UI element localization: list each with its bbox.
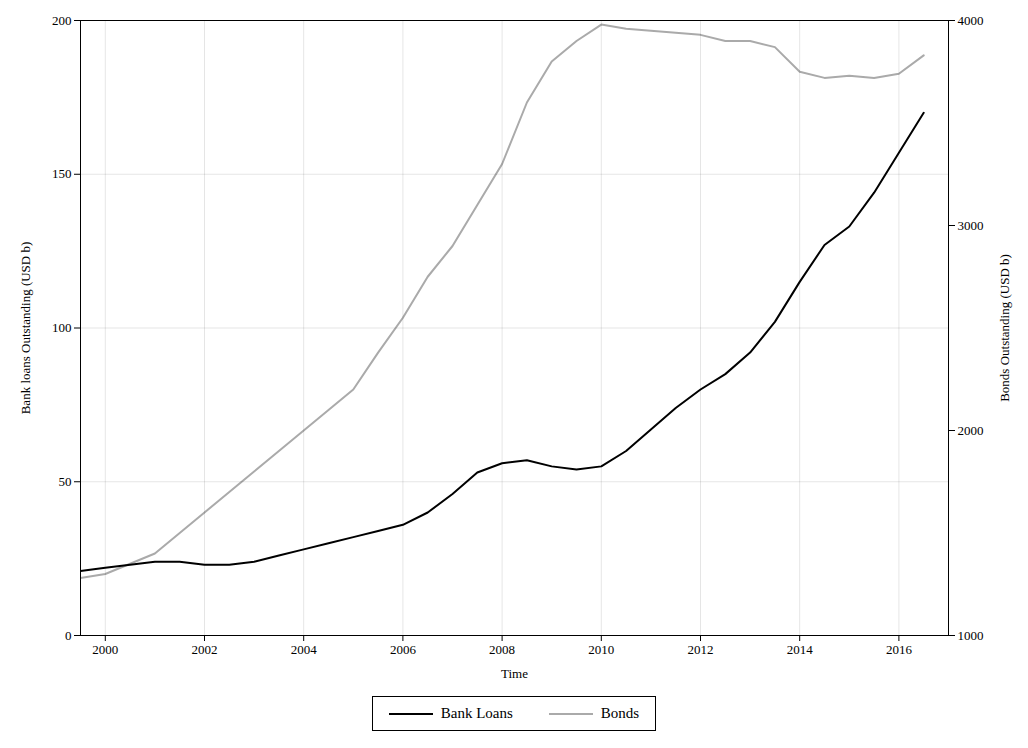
svg-text:2000: 2000 — [958, 423, 984, 438]
svg-text:50: 50 — [59, 474, 72, 489]
html-text:Bank Loans: Bank Loans — [440, 705, 513, 721]
svg-text:200: 200 — [52, 13, 72, 28]
svg-text:Bonds Outstanding (USD b): Bonds Outstanding (USD b) — [997, 254, 1012, 402]
svg-text:2008: 2008 — [489, 642, 515, 657]
svg-text:Bank loans Outstanding (USD b): Bank loans Outstanding (USD b) — [18, 242, 33, 415]
svg-text:100: 100 — [52, 320, 72, 335]
svg-text:2016: 2016 — [886, 642, 913, 657]
svg-text:150: 150 — [52, 166, 72, 181]
svg-text:1000: 1000 — [958, 628, 984, 643]
svg-text:4000: 4000 — [958, 13, 984, 28]
svg-text:0: 0 — [65, 628, 72, 643]
svg-text:2002: 2002 — [192, 642, 218, 657]
html-text:Bonds: Bonds — [600, 705, 640, 721]
svg-text:2004: 2004 — [291, 642, 318, 657]
svg-text:Time: Time — [501, 666, 528, 681]
svg-text:2006: 2006 — [390, 642, 417, 657]
svg-text:2012: 2012 — [688, 642, 714, 657]
svg-text:3000: 3000 — [958, 218, 984, 233]
svg-text:2010: 2010 — [588, 642, 614, 657]
svg-text:2014: 2014 — [787, 642, 814, 657]
svg-text:2000: 2000 — [92, 642, 118, 657]
